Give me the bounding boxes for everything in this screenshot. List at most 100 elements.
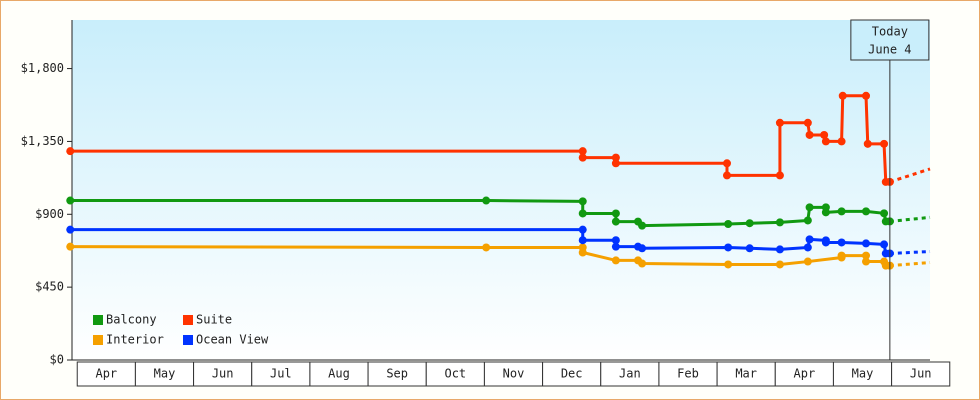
data-point <box>482 243 491 252</box>
data-point <box>611 242 620 251</box>
y-tick-label: $900 <box>35 207 64 221</box>
data-point <box>803 243 812 252</box>
x-tick-label: Mar <box>735 367 757 381</box>
data-point <box>66 147 75 156</box>
data-point <box>578 197 587 206</box>
data-point <box>578 209 587 218</box>
legend-label: Interior <box>106 333 164 347</box>
x-tick-label: Apr <box>794 367 816 381</box>
data-point <box>837 238 846 247</box>
data-point <box>611 236 620 245</box>
x-tick-label: Jun <box>212 367 234 381</box>
data-point <box>722 159 731 168</box>
data-point <box>862 251 871 260</box>
legend-swatch <box>93 335 103 345</box>
data-point <box>803 118 812 127</box>
today-label: June 4 <box>868 43 911 57</box>
x-tick-label: Sep <box>386 367 408 381</box>
x-tick-label: Apr <box>95 367 117 381</box>
x-tick-label: Dec <box>561 367 583 381</box>
series-line <box>70 199 890 228</box>
data-point <box>775 171 784 180</box>
data-point <box>880 240 889 249</box>
plot-area <box>72 20 930 360</box>
data-point <box>805 203 814 212</box>
data-point <box>821 238 830 247</box>
data-point <box>862 257 871 266</box>
data-point <box>724 243 733 252</box>
data-point <box>638 244 647 253</box>
data-point <box>880 139 889 148</box>
data-point <box>775 260 784 269</box>
projection-line <box>889 215 931 223</box>
data-point <box>775 118 784 127</box>
projection-line <box>889 250 931 255</box>
data-point <box>611 159 620 168</box>
data-point <box>611 209 620 218</box>
data-point <box>722 171 731 180</box>
x-tick-label: May <box>154 367 176 381</box>
data-point <box>745 219 754 228</box>
x-tick-cell <box>600 361 660 387</box>
legend-swatch <box>93 315 103 325</box>
y-tick-label: $1,800 <box>21 61 64 75</box>
data-point <box>578 248 587 257</box>
x-tick-label: Jun <box>910 367 932 381</box>
x-tick-cell <box>891 361 951 387</box>
legend-label: Ocean View <box>196 333 269 347</box>
data-point <box>611 153 620 162</box>
x-tick-label: Aug <box>328 367 350 381</box>
data-point <box>880 209 889 218</box>
data-point <box>837 251 846 260</box>
data-point <box>838 91 847 100</box>
data-point <box>862 239 871 248</box>
data-point <box>66 196 75 205</box>
data-point <box>821 208 830 217</box>
data-point <box>724 220 733 228</box>
data-point <box>775 218 784 227</box>
x-tick-label: Jul <box>270 367 292 381</box>
today-label: Today <box>872 25 908 39</box>
today-box <box>850 19 930 61</box>
x-tick-label: Feb <box>677 367 699 381</box>
data-point <box>611 217 620 226</box>
x-tick-cell <box>251 361 311 387</box>
data-point <box>821 137 830 146</box>
projection-line <box>889 167 931 184</box>
data-point <box>66 242 75 251</box>
data-point <box>724 260 733 269</box>
data-point <box>837 207 846 216</box>
data-point <box>611 256 620 265</box>
legend-label: Suite <box>196 313 232 327</box>
data-point <box>775 245 784 254</box>
data-point <box>638 221 647 230</box>
data-point <box>862 207 871 216</box>
x-tick-cell <box>367 361 427 387</box>
y-tick-label: $1,350 <box>21 134 64 148</box>
legend-label: Balcony <box>106 313 157 327</box>
legend-swatch <box>183 335 193 345</box>
data-point <box>820 130 829 139</box>
x-tick-label: Jan <box>619 367 641 381</box>
data-point <box>578 153 587 162</box>
data-point <box>66 225 75 234</box>
projection-line <box>889 261 931 268</box>
y-tick-label: $450 <box>35 280 64 294</box>
x-tick-cell <box>832 361 893 387</box>
data-point <box>578 236 587 245</box>
data-point <box>803 257 812 266</box>
data-point <box>837 137 846 146</box>
data-point <box>803 216 812 225</box>
x-tick-label: Oct <box>444 367 466 381</box>
x-tick-cell <box>483 361 544 387</box>
data-point <box>862 91 871 100</box>
x-tick-cell <box>134 361 195 387</box>
data-point <box>482 196 491 205</box>
x-tick-label: Nov <box>503 367 525 381</box>
data-point <box>638 259 647 268</box>
data-point <box>805 235 814 244</box>
x-tick-label: May <box>852 367 874 381</box>
data-point <box>745 244 754 253</box>
data-point <box>863 139 872 148</box>
